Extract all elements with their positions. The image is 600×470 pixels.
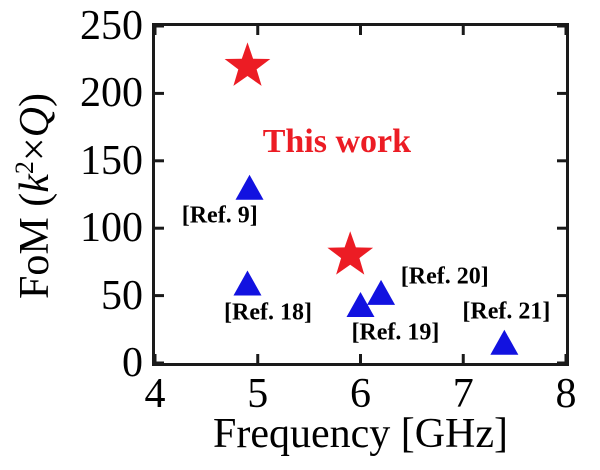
y-tick-label: 100 — [80, 205, 143, 252]
x-tick-label: 7 — [452, 371, 474, 417]
triangle-marker — [490, 329, 519, 355]
triangle-marker — [235, 174, 264, 200]
star-marker — [224, 42, 271, 86]
plot-frame — [152, 23, 569, 366]
y-tick-label: 250 — [80, 3, 143, 49]
triangle-marker — [233, 270, 262, 296]
y-tick-label: 200 — [80, 70, 143, 117]
x-tick-label: 6 — [350, 371, 371, 417]
this-work-annotation: This work — [262, 122, 412, 160]
x-tick-label: 8 — [555, 371, 577, 417]
triangle-marker — [346, 292, 375, 318]
x-tick-label: 5 — [247, 371, 269, 417]
x-tick-label: 4 — [144, 371, 166, 417]
reference-annotation: [Ref. 19] — [351, 319, 440, 346]
plot-canvas — [153, 24, 568, 365]
star-marker — [327, 231, 374, 275]
reference-annotation: [Ref. 9] — [181, 202, 258, 229]
reference-annotation: [Ref. 20] — [400, 263, 489, 290]
reference-annotation: [Ref. 18] — [224, 299, 312, 326]
reference-annotation: [Ref. 21] — [462, 298, 551, 325]
y-tick-label: 0 — [122, 340, 143, 386]
y-axis-title: FoM (k2×Q) — [3, 93, 58, 299]
triangle-marker — [367, 279, 396, 305]
x-axis-title: Frequency [GHz] — [212, 411, 509, 457]
y-tick-label: 150 — [80, 137, 143, 184]
y-tick-label: 50 — [101, 272, 143, 319]
